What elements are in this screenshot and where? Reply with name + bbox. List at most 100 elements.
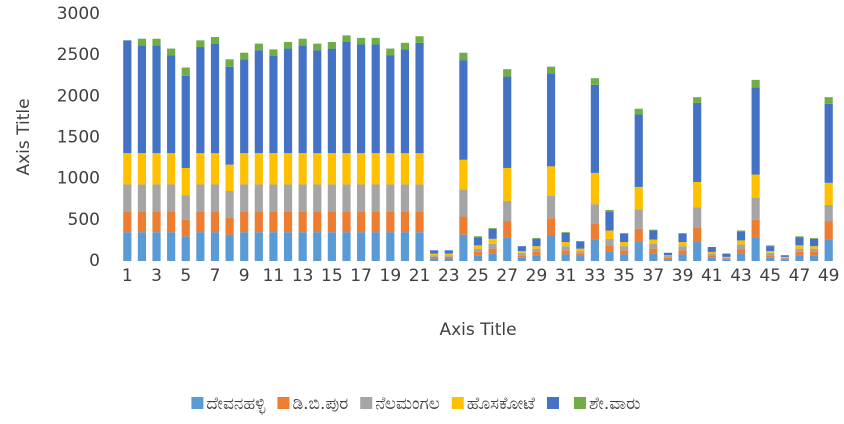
bar-segment <box>386 211 395 233</box>
legend-swatch <box>451 397 464 409</box>
bar-segment <box>824 239 833 261</box>
bar-segment <box>707 251 716 254</box>
bar-segment <box>473 251 483 256</box>
bar-segment <box>561 250 570 255</box>
bar-segment <box>620 254 629 261</box>
legend-label: ನೆಲಮಂಗಲ <box>375 394 440 414</box>
x-tick-label: 11 <box>263 266 285 286</box>
bar-segment <box>517 257 526 261</box>
bar-segment <box>357 44 366 154</box>
bar-segment <box>678 233 687 234</box>
bar-segment <box>415 153 424 185</box>
x-tick-label: 25 <box>467 266 489 286</box>
bar-segment <box>503 237 512 261</box>
bar-segment <box>576 256 585 261</box>
bar-segment <box>225 59 234 67</box>
bar-segment <box>152 232 161 261</box>
bar-segment <box>736 253 746 261</box>
bar-segment <box>707 247 716 252</box>
bar-segment <box>532 248 541 252</box>
bar-segment <box>357 232 366 261</box>
bar-segment <box>488 243 497 249</box>
bar-segment <box>210 37 220 44</box>
bar-segment <box>196 232 205 261</box>
bar-segment <box>357 211 366 233</box>
bar-segment <box>693 97 702 103</box>
bar-segment <box>795 251 804 256</box>
bar-segment <box>561 246 570 251</box>
y-tick-label: 1500 <box>57 128 100 148</box>
y-tick-label: 500 <box>68 210 100 230</box>
bar-segment <box>444 253 453 256</box>
bar-segment <box>780 255 789 257</box>
bar-segment <box>167 153 176 185</box>
x-tick-label: 13 <box>292 266 314 286</box>
y-tick-label: 2000 <box>57 86 100 106</box>
bar-segment <box>766 251 775 253</box>
bar-segment <box>561 233 570 243</box>
bar-segment <box>576 241 585 249</box>
bar-segment <box>722 258 731 260</box>
bar-segment <box>620 233 629 234</box>
bar-segment <box>663 255 673 257</box>
bar-segment <box>123 184 132 212</box>
bar-segment <box>298 184 307 212</box>
bar-segment <box>240 59 249 154</box>
bar-segment <box>795 255 804 261</box>
bar-segment <box>240 52 249 60</box>
bar-segment <box>342 232 351 261</box>
bar-segment <box>620 250 629 255</box>
bar-segment <box>649 229 658 231</box>
bar-segment <box>342 211 351 233</box>
bar-segment <box>473 245 483 249</box>
bar-segment <box>693 181 702 208</box>
bar-segment <box>824 103 833 183</box>
bar-segment <box>444 256 453 259</box>
bar-segment <box>181 195 190 220</box>
bar-segment <box>327 41 336 49</box>
bar-segment <box>371 153 380 185</box>
bar-segment <box>795 248 804 252</box>
bar-segment <box>517 246 526 252</box>
bar-segment <box>488 228 497 239</box>
bar-segment <box>824 205 833 222</box>
bar-segment <box>576 248 585 252</box>
bar-segment <box>167 232 176 261</box>
bar-segment <box>605 211 614 231</box>
bar-segment <box>532 246 541 249</box>
bar-segment <box>386 48 395 56</box>
bar-segment <box>313 43 322 51</box>
bar-segment <box>649 239 658 244</box>
bar-segment <box>269 153 278 185</box>
bar-segment <box>386 55 395 154</box>
bar-segment <box>342 41 351 154</box>
bar-segment <box>488 248 497 254</box>
bar-segment <box>210 184 220 212</box>
bar-segment <box>620 242 629 247</box>
bar-segment <box>693 207 702 228</box>
bar-segment <box>795 236 804 238</box>
bar-segment <box>357 153 366 185</box>
bar-segment <box>313 184 322 212</box>
bar-segment <box>766 245 775 247</box>
bar-segment <box>751 197 760 220</box>
bar-segment <box>459 216 468 235</box>
bar-segment <box>678 250 687 255</box>
bar-segment <box>152 184 161 212</box>
bar-segment <box>663 259 673 261</box>
y-tick-label: 0 <box>89 251 100 271</box>
bar-segment <box>152 38 161 46</box>
bar-segment <box>225 66 234 165</box>
bar-segment <box>532 238 541 247</box>
bar-segment <box>210 153 220 185</box>
bar-segment <box>634 242 643 261</box>
bar-segment <box>795 237 804 246</box>
bar-segment <box>546 235 556 261</box>
bar-segment <box>722 256 731 258</box>
bar-segment <box>152 153 161 185</box>
bar-segment <box>254 43 263 51</box>
bar-segment <box>503 69 512 77</box>
bar-segment <box>649 248 658 254</box>
bar-segment <box>590 78 599 85</box>
bar-segment <box>707 253 716 256</box>
